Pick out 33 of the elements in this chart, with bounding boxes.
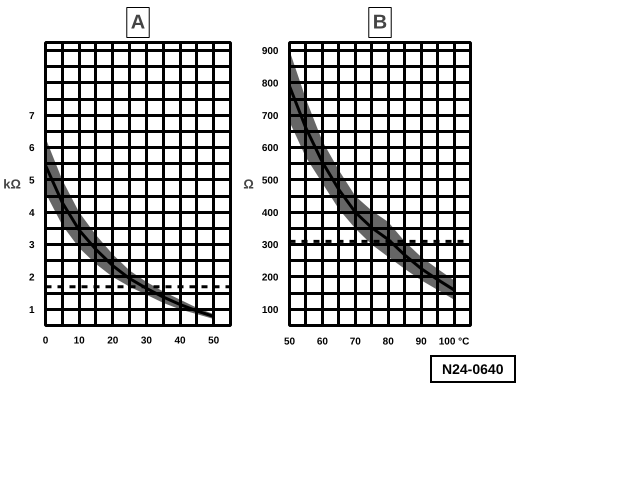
x-tick-label: 80 <box>382 336 394 348</box>
y-axis-title: kΩ <box>3 176 21 192</box>
x-tick-label: 90 <box>416 336 428 348</box>
y-tick-label: 700 <box>262 110 279 122</box>
y-tick-label: 800 <box>262 78 279 90</box>
y-tick-label: 2 <box>28 272 35 284</box>
x-tick-label: 20 <box>107 336 119 346</box>
x-tick-label: 0 <box>42 336 49 346</box>
y-tick-label: 6 <box>28 143 35 154</box>
x-tick-label: 30 <box>140 336 152 346</box>
y-axis-title: Ω <box>243 176 254 192</box>
y-tick-label: 400 <box>262 208 279 219</box>
y-tick-label: 200 <box>262 272 279 284</box>
y-tick-label: 1 <box>28 304 35 316</box>
y-tick-label: 300 <box>262 240 279 252</box>
x-tick-label: 100 °C <box>438 336 470 348</box>
y-tick-label: 600 <box>262 143 279 154</box>
y-tick-label: 7 <box>28 110 35 122</box>
chart-title: A <box>130 12 146 34</box>
text: N24-0640 <box>442 360 504 379</box>
y-tick-label: 900 <box>262 46 279 58</box>
x-tick-label: 10 <box>74 336 86 346</box>
x-tick-label: 40 <box>174 336 186 346</box>
y-tick-label: 3 <box>28 240 35 252</box>
x-tick-label: 50 <box>208 336 220 346</box>
y-tick-label: 4 <box>28 208 35 219</box>
chart-title: B <box>372 12 388 34</box>
x-tick-label: 70 <box>350 336 362 348</box>
y-tick-label: 500 <box>262 175 279 186</box>
y-tick-label: 5 <box>28 175 35 186</box>
y-tick-label: 100 <box>262 304 279 316</box>
x-tick-label: 60 <box>316 336 328 348</box>
x-tick-label: 50 <box>284 336 296 348</box>
